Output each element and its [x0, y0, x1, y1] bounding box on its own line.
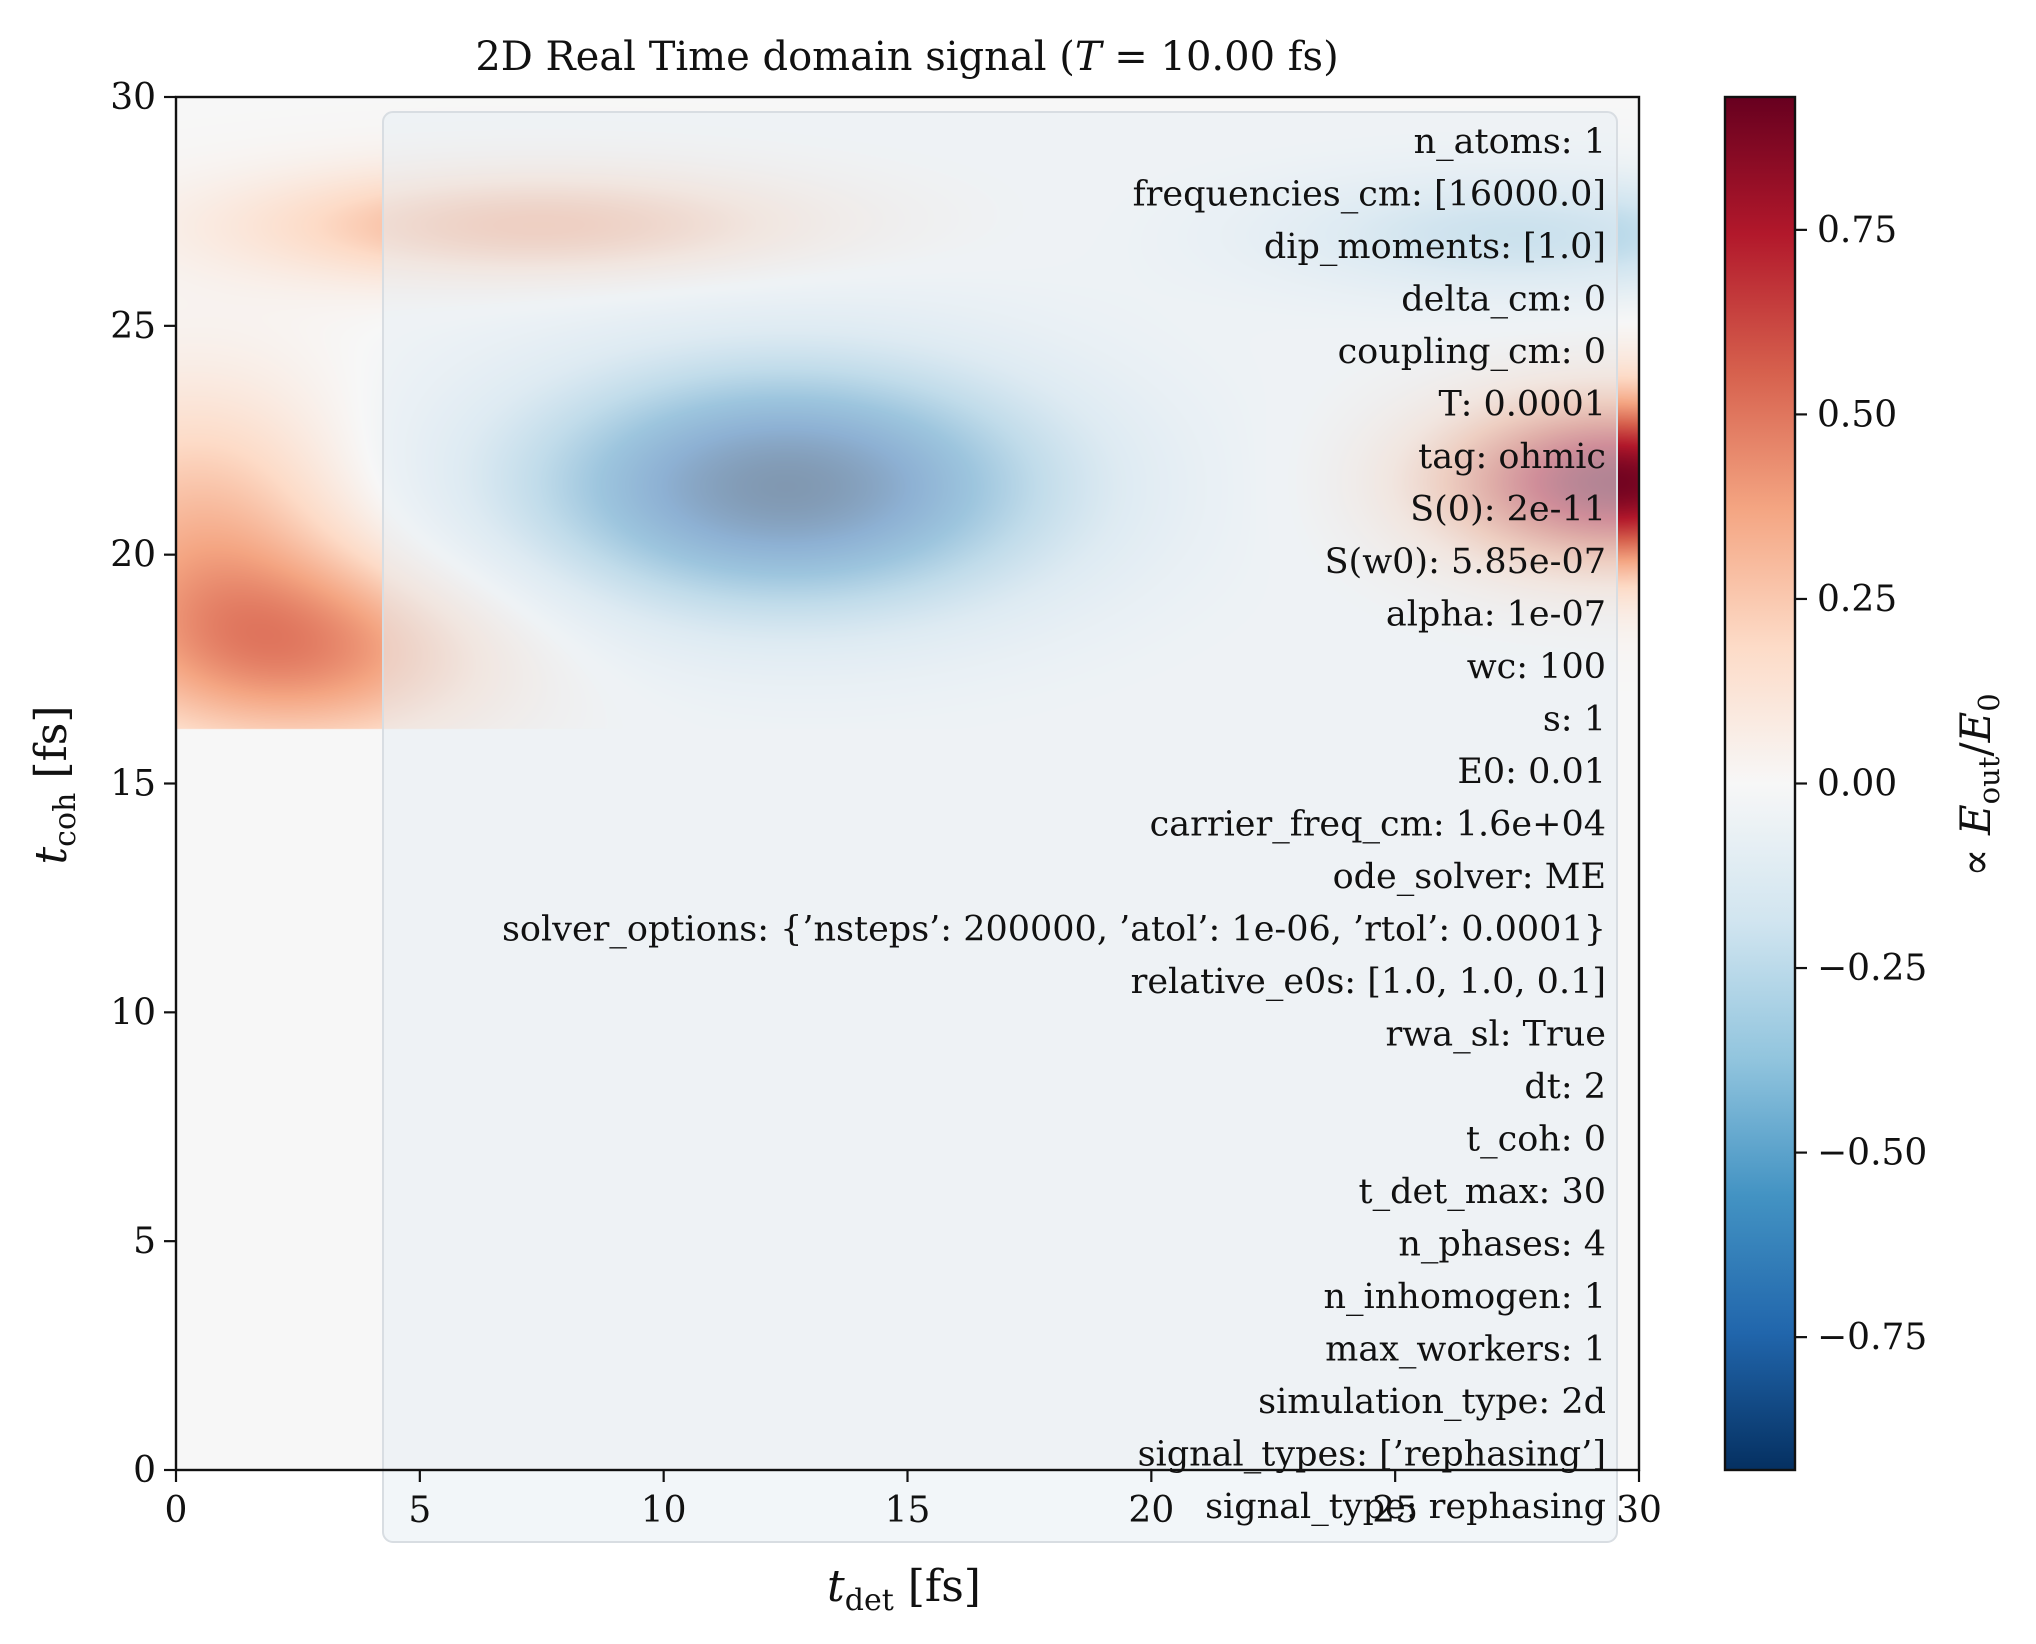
info-line: delta_cm: 0 [1401, 280, 1606, 320]
info-line: t_det_max: 30 [1359, 1172, 1607, 1212]
y-axis: 0 5 10 15 20 25 30 [110, 77, 176, 1491]
info-line: s: 1 [1543, 700, 1606, 740]
y-tick-label: 15 [110, 764, 156, 805]
info-line: n_phases: 4 [1398, 1225, 1606, 1265]
y-tick-label: 25 [110, 306, 156, 347]
colorbar-tick-label: 0.00 [1817, 764, 1897, 805]
info-line: frequencies_cm: [16000.0] [1133, 175, 1606, 215]
info-line: solver_options: {’nsteps’: 200000, ’atol… [502, 910, 1606, 950]
chart-title: 2D Real Time domain signal (T = 10.00 fs… [475, 34, 1338, 80]
info-line: dt: 2 [1524, 1067, 1606, 1107]
info-line: t_coh: 0 [1466, 1120, 1606, 1160]
info-line: n_atoms: 1 [1414, 122, 1606, 162]
info-line: tag: ohmic [1418, 437, 1606, 477]
colorbar-axis: 0.75 0.50 0.25 0.00 −0.25 −0.50 −0.75 [1795, 210, 1927, 1358]
info-line: simulation_type: 2d [1258, 1382, 1606, 1422]
x-tick-label: 15 [885, 1490, 931, 1531]
info-line: S(0): 2e-11 [1410, 490, 1606, 530]
y-tick-label: 10 [110, 992, 156, 1033]
x-tick-label: 20 [1128, 1490, 1174, 1531]
x-tick-label: 25 [1372, 1490, 1418, 1531]
info-line: T: 0.0001 [1439, 385, 1606, 425]
colorbar [1723, 95, 1797, 1472]
info-box-background [382, 111, 1618, 1543]
info-line: n_inhomogen: 1 [1324, 1277, 1607, 1317]
info-line: coupling_cm: 0 [1338, 332, 1606, 372]
y-tick-label: 30 [110, 77, 156, 118]
info-line: max_workers: 1 [1325, 1330, 1606, 1370]
info-line: signal_types: [’rephasing’] [1138, 1435, 1606, 1475]
colorbar-tick-label: −0.75 [1817, 1317, 1927, 1358]
y-axis-label: tcoh [fs] [26, 705, 83, 864]
colorbar-tick-label: 0.50 [1817, 394, 1897, 435]
x-axis-label: tdet [fs] [827, 1561, 981, 1618]
info-line: alpha: 1e-07 [1386, 595, 1606, 635]
x-tick-label: 0 [165, 1490, 188, 1531]
info-line: signal_type: rephasing [1205, 1487, 1606, 1527]
info-line: dip_moments: [1.0] [1264, 227, 1606, 267]
info-line: ode_solver: ME [1333, 857, 1606, 897]
info-line: carrier_freq_cm: 1.6e+04 [1150, 805, 1606, 845]
x-tick-label: 30 [1616, 1490, 1662, 1531]
colorbar-tick-label: −0.25 [1817, 948, 1927, 989]
info-box: n_atoms: 1 frequencies_cm: [16000.0] dip_m… [502, 122, 1606, 1527]
y-tick-label: 20 [110, 535, 156, 576]
y-tick-label: 5 [133, 1221, 156, 1262]
colorbar-tick-label: −0.50 [1817, 1133, 1927, 1174]
info-line: E0: 0.01 [1457, 752, 1606, 792]
info-line: S(w0): 5.85e-07 [1325, 542, 1606, 582]
x-tick-label: 5 [408, 1490, 431, 1531]
x-axis: 0 5 10 15 20 25 30 [165, 1470, 1662, 1531]
y-tick-label: 0 [133, 1450, 156, 1491]
colorbar-tick-label: 0.25 [1817, 579, 1897, 620]
colorbar-label: ∝ Eout/E0 [1951, 693, 2006, 877]
colorbar-tick-label: 0.75 [1817, 210, 1897, 251]
info-line: rwa_sl: True [1386, 1015, 1606, 1055]
info-line: wc: 100 [1467, 647, 1606, 687]
info-line: relative_e0s: [1.0, 1.0, 0.1] [1131, 962, 1606, 1002]
x-tick-label: 10 [641, 1490, 687, 1531]
